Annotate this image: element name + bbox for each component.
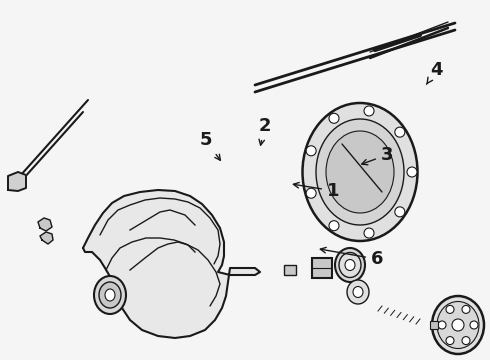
Ellipse shape: [326, 131, 394, 213]
Ellipse shape: [345, 260, 355, 270]
Ellipse shape: [437, 302, 479, 348]
Ellipse shape: [99, 282, 121, 308]
Ellipse shape: [105, 289, 115, 301]
Circle shape: [395, 207, 405, 217]
Circle shape: [438, 321, 446, 329]
Text: 2: 2: [258, 117, 271, 145]
Polygon shape: [38, 218, 52, 231]
Circle shape: [462, 305, 470, 314]
Ellipse shape: [347, 280, 369, 304]
Circle shape: [446, 305, 454, 314]
Circle shape: [446, 337, 454, 345]
Circle shape: [364, 228, 374, 238]
Circle shape: [452, 319, 464, 331]
FancyBboxPatch shape: [284, 265, 296, 275]
Circle shape: [306, 188, 316, 198]
Polygon shape: [8, 172, 26, 191]
Text: 1: 1: [294, 182, 340, 200]
Text: 5: 5: [199, 131, 220, 160]
Polygon shape: [83, 190, 260, 338]
Text: 4: 4: [426, 61, 442, 84]
FancyBboxPatch shape: [430, 321, 438, 329]
Circle shape: [306, 146, 316, 156]
Ellipse shape: [94, 276, 126, 314]
Text: 3: 3: [362, 146, 393, 165]
Circle shape: [407, 167, 417, 177]
Polygon shape: [40, 232, 53, 244]
Ellipse shape: [353, 287, 363, 297]
Ellipse shape: [316, 119, 404, 225]
Circle shape: [395, 127, 405, 137]
Circle shape: [364, 106, 374, 116]
Circle shape: [329, 113, 339, 123]
FancyBboxPatch shape: [312, 258, 332, 278]
Ellipse shape: [335, 248, 365, 282]
Ellipse shape: [339, 252, 361, 278]
Ellipse shape: [302, 103, 417, 241]
Ellipse shape: [432, 296, 484, 354]
Circle shape: [462, 337, 470, 345]
Circle shape: [329, 221, 339, 231]
Circle shape: [470, 321, 478, 329]
Text: 6: 6: [320, 247, 384, 268]
